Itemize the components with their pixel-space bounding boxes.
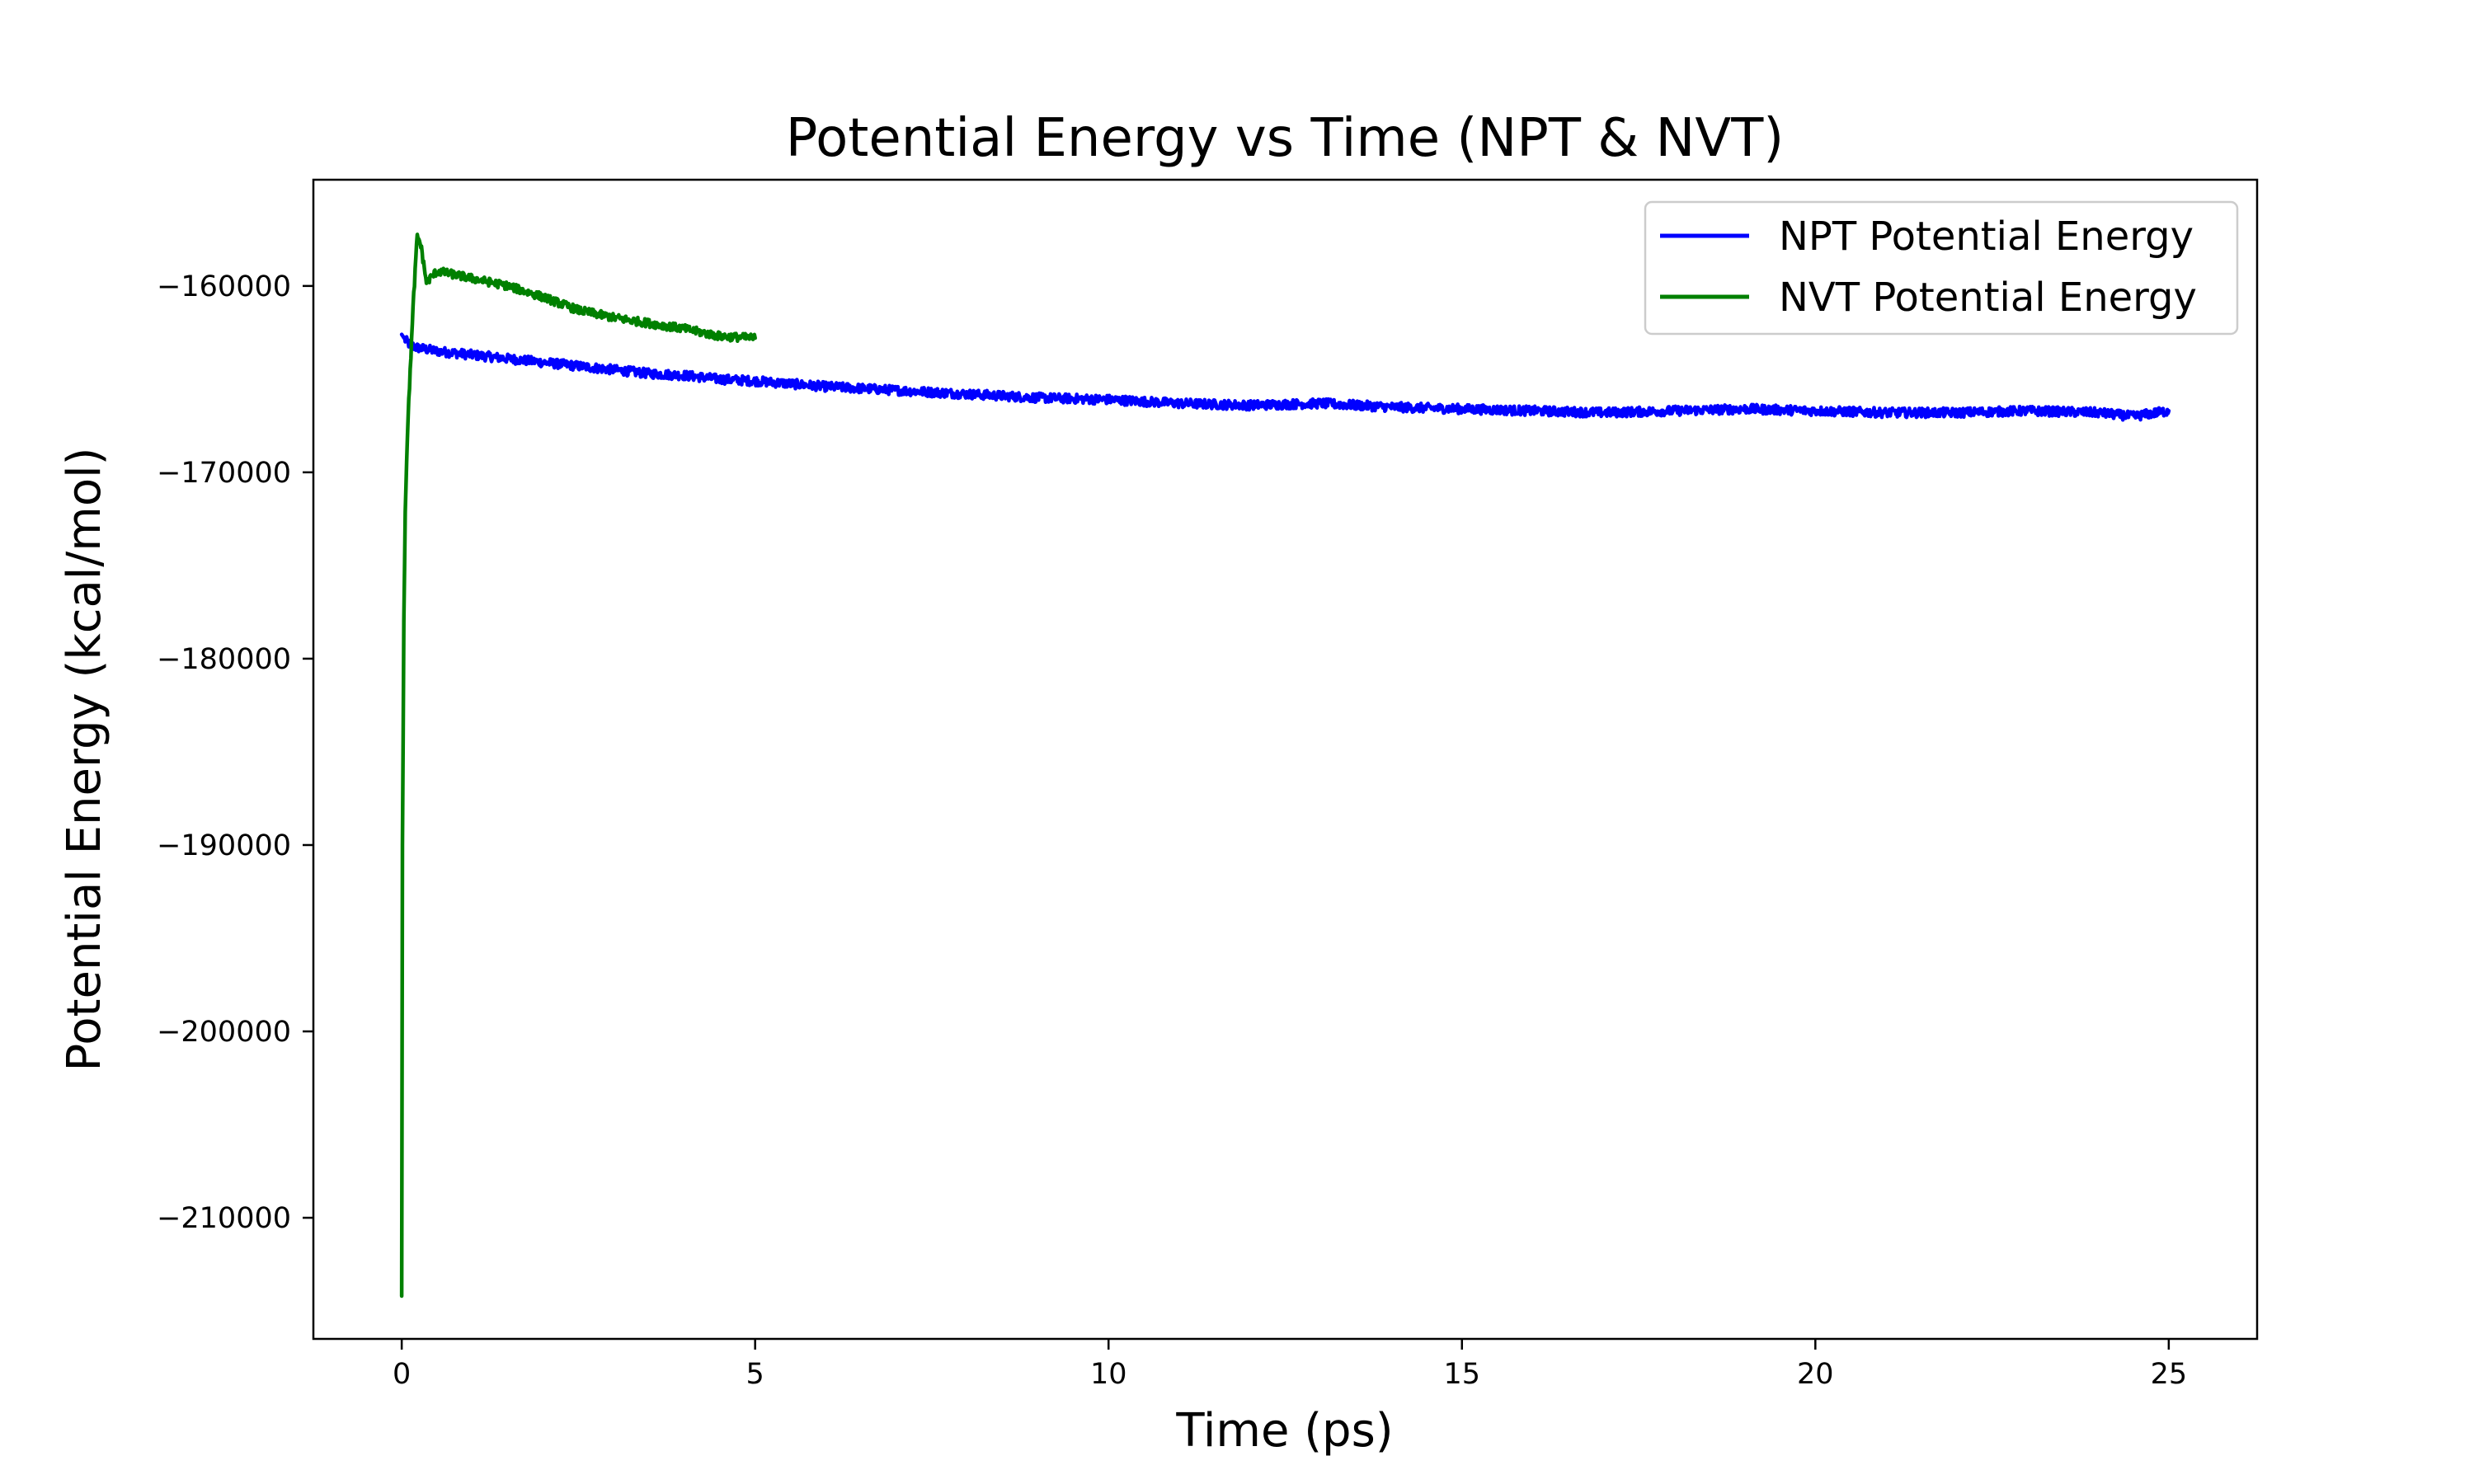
x-tick-label: 5 — [746, 1358, 764, 1391]
series-line-npt — [399, 332, 2171, 422]
chart-title: Potential Energy vs Time (NPT & NVT) — [786, 108, 1785, 169]
series-line-nvt — [399, 232, 757, 1298]
x-axis-title: Time (ps) — [1175, 1404, 1393, 1458]
x-tick-label: 15 — [1443, 1358, 1480, 1391]
y-tick-label: −200000 — [157, 1016, 291, 1049]
legend-label-npt: NPT Potential Energy — [1779, 214, 2194, 260]
legend-box — [1644, 200, 2239, 336]
x-tick-label: 20 — [1797, 1358, 1834, 1391]
x-tick-label: 25 — [2151, 1358, 2188, 1391]
x-tick-label: 10 — [1090, 1358, 1127, 1391]
series-layer — [399, 232, 2171, 1298]
y-tick-label: −170000 — [157, 457, 291, 490]
y-axis-title: Potential Energy (kcal/mol) — [58, 447, 111, 1071]
y-tick-label: −180000 — [157, 643, 291, 676]
plot-area — [312, 178, 2259, 1341]
y-axis: −160000 −170000 −180000 −190000 −200000 −2100… — [157, 270, 313, 1235]
x-axis: 0 5 10 15 20 25 — [393, 1339, 2187, 1391]
legend-label-nvt: NVT Potential Energy — [1779, 275, 2197, 321]
y-tick-label: −160000 — [157, 270, 291, 303]
plot-frame — [312, 178, 2259, 1341]
y-tick-label: −210000 — [157, 1202, 291, 1235]
x-tick-label: 0 — [393, 1358, 411, 1391]
y-tick-label: −190000 — [157, 829, 291, 862]
legend: NPT Potential Energy NVT Potential Energ… — [1644, 200, 2239, 336]
